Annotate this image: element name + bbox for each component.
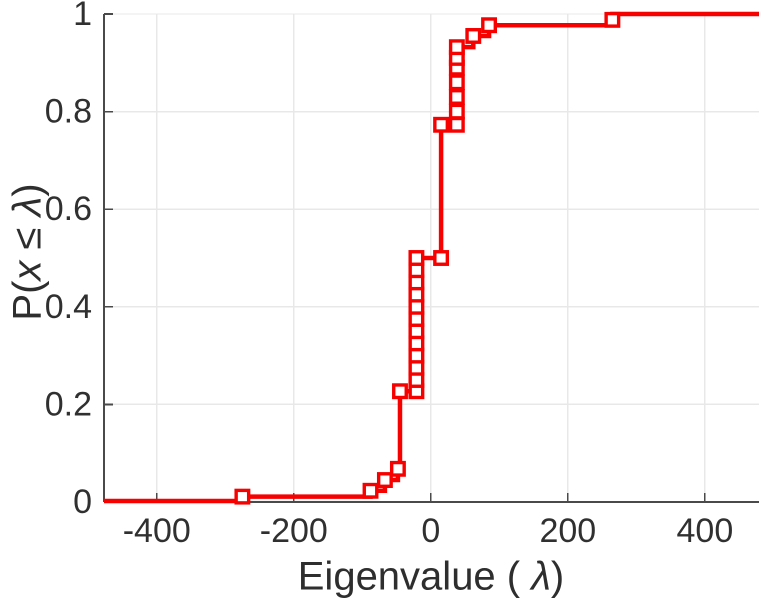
data-point-marker — [433, 116, 450, 133]
tick-marks — [104, 13, 706, 503]
leq-symbol: ≤ — [5, 216, 50, 261]
data-point-marker — [392, 383, 408, 400]
data-point-marker — [604, 11, 621, 28]
y-tick-label: 1 — [73, 0, 92, 33]
y-axis-label-text: P( — [5, 280, 50, 321]
data-point-marker — [448, 89, 465, 105]
ecdf-markers — [234, 11, 621, 505]
data-point-marker — [408, 250, 425, 266]
data-point-marker — [448, 39, 465, 56]
data-point-marker — [465, 28, 482, 44]
x-axis-label-close: ) — [550, 554, 565, 599]
data-point-marker — [448, 103, 465, 120]
y-tick-label: 0.8 — [45, 93, 92, 131]
x-tick-label: 200 — [539, 512, 596, 550]
data-point-marker — [448, 74, 465, 91]
lambda-symbol: λ — [531, 554, 551, 599]
data-point-marker — [376, 472, 393, 488]
x-tick-labels: -400 -200 0 200 400 — [123, 512, 734, 550]
data-point-marker — [481, 17, 498, 34]
data-point-marker — [389, 460, 406, 477]
y-tick-labels: 0 0.2 0.4 0.6 0.8 1 — [45, 0, 92, 521]
y-tick-label: 0 — [73, 483, 92, 521]
data-point-marker — [362, 482, 379, 499]
x-axis-label-text: Eigenvalue ( — [297, 554, 532, 599]
x-symbol: x — [5, 260, 50, 281]
x-tick-label: 400 — [677, 512, 734, 550]
x-tick-label: 0 — [421, 512, 440, 550]
lambda-symbol: λ — [5, 196, 50, 217]
x-tick-label: -400 — [123, 512, 191, 550]
x-tick-label: -200 — [260, 512, 328, 550]
data-point-marker — [234, 488, 251, 505]
data-point-marker — [448, 116, 465, 133]
y-tick-label: 0.4 — [45, 288, 92, 326]
data-point-marker — [433, 250, 450, 266]
y-tick-label: 0.2 — [45, 385, 92, 423]
y-tick-label: 0.6 — [45, 190, 92, 228]
x-axis-label: Eigenvalue ( λ) — [298, 555, 565, 600]
y-axis-label-close: ) — [5, 183, 50, 197]
y-axis-label: P(x ≤ λ) — [6, 183, 51, 320]
